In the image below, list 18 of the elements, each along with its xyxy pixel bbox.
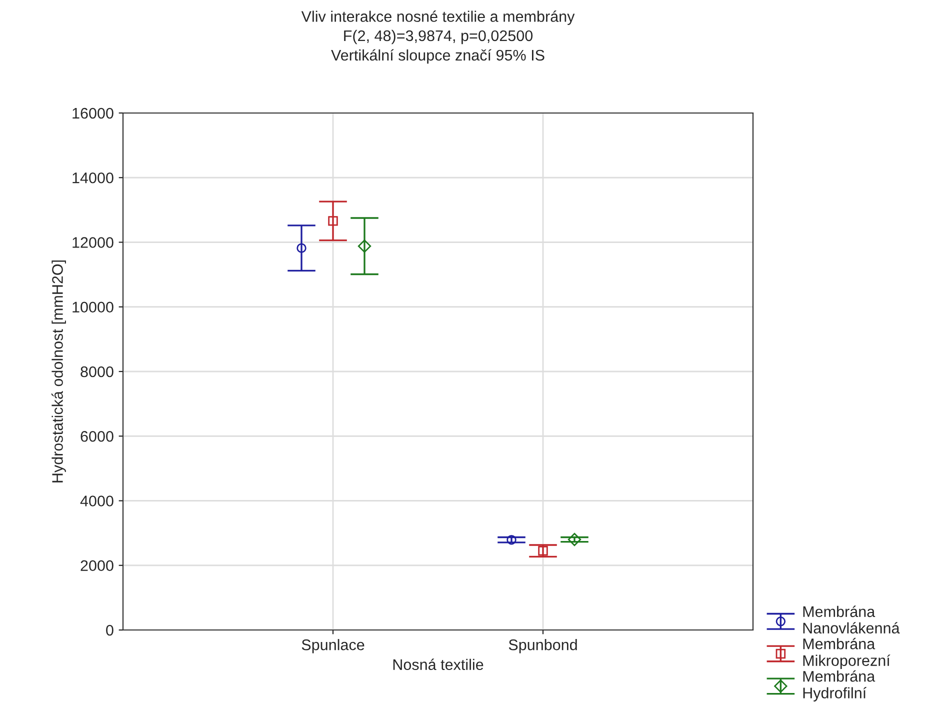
- y-tick-label: 16000: [72, 108, 114, 119]
- y-tick-label: 6000: [80, 430, 114, 442]
- y-tick-label: 10000: [72, 302, 114, 313]
- y-tick-label: 2000: [80, 560, 114, 572]
- x-tick-label: Spunlace: [302, 639, 364, 654]
- y-tick-label: 8000: [80, 366, 114, 378]
- legend-label: Membrána Hydrofilní: [803, 670, 876, 702]
- chart-subtitle: F(2, 48)=3,9874, p=0,02500 Vertikální sloupce značí 95% IS: [331, 30, 544, 64]
- y-tick-label: 14000: [72, 172, 114, 184]
- y-tick-label: 4000: [80, 496, 114, 506]
- legend-label: Membrána Mikroporezní: [803, 638, 890, 669]
- x-tick-label: Spunbond: [508, 639, 577, 654]
- chart-title: Vliv interakce nosné textilie a membrány: [301, 10, 575, 25]
- y-tick-label: 0: [106, 624, 114, 636]
- x-axis-title: Nosná textilie: [393, 658, 484, 670]
- y-tick-label: 12000: [72, 237, 114, 248]
- y-axis-title: Hydrostatická odolnost [mmH2O]: [52, 260, 66, 482]
- legend-label: Membrána Nanovlákenná: [803, 606, 900, 634]
